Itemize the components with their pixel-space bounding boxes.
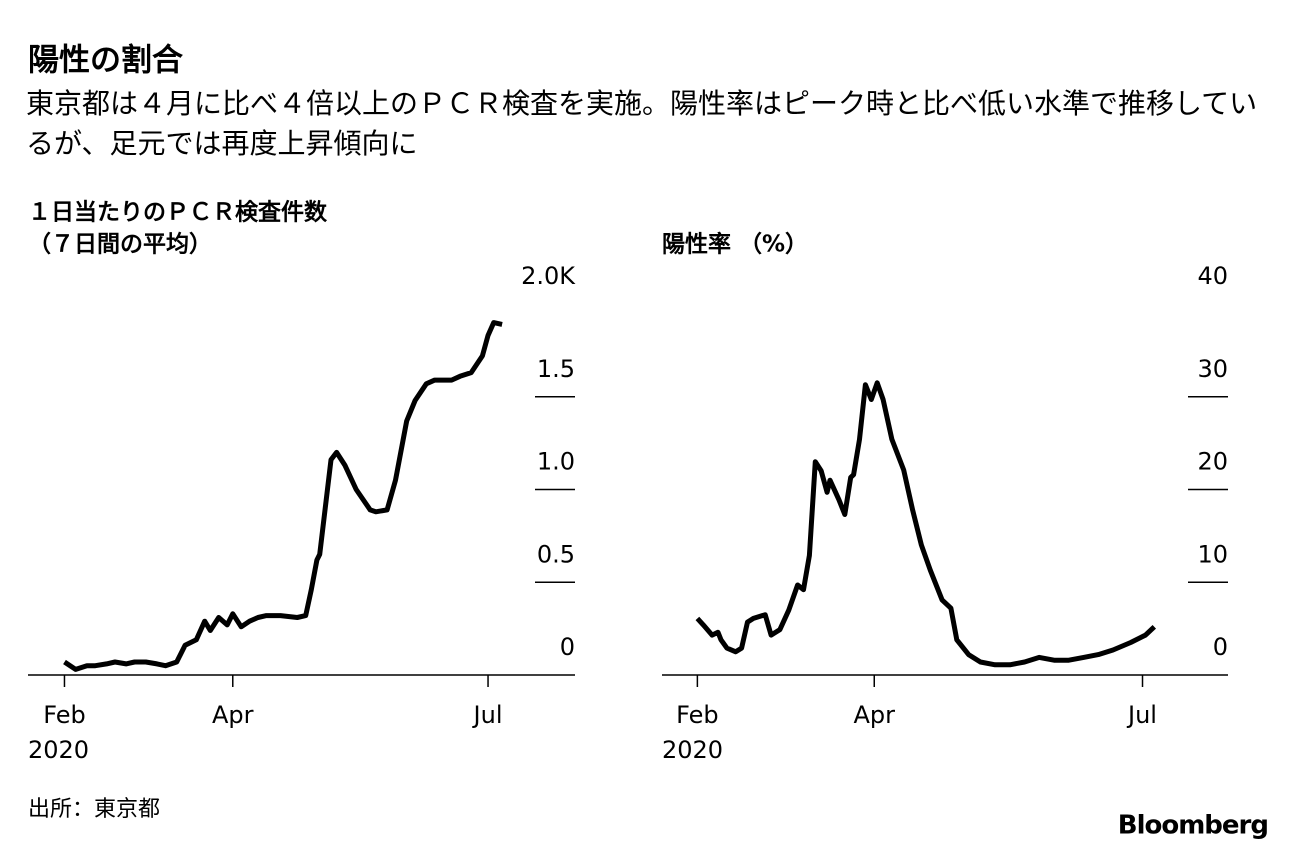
x-tick-label: Apr xyxy=(212,701,254,729)
source: 出所：東京都 xyxy=(28,797,160,822)
y-tick-label: 30 xyxy=(1197,355,1228,383)
x-tick-label: Jul xyxy=(1126,701,1157,729)
x-tick-label: Apr xyxy=(853,701,895,729)
chart-title: １日当たりのＰＣＲ検査件数 xyxy=(28,200,328,226)
data-line xyxy=(695,380,1157,668)
y-tick-label: 2.0K xyxy=(521,262,576,290)
y-tick-label: 0.5 xyxy=(537,540,575,568)
chart-subtitle: （７日間の平均） xyxy=(28,231,212,258)
brand: Bloomberg xyxy=(1118,811,1268,841)
year-label: 2020 xyxy=(28,736,89,764)
y-tick-label: 1.0 xyxy=(537,448,575,476)
x-tick-label: Jul xyxy=(472,701,503,729)
x-tick-label: Feb xyxy=(43,701,86,729)
y-tick-label: 0 xyxy=(1213,633,1228,661)
y-tick-label: 0 xyxy=(560,633,575,661)
page-subtitle: 東京都は４月に比べ４倍以上のＰＣＲ検査を実施。陽性率はピーク時と比べ低い水準で推… xyxy=(26,87,1258,160)
x-tick-label: Feb xyxy=(676,701,719,729)
y-tick-label: 10 xyxy=(1197,540,1228,568)
y-tick-label: 20 xyxy=(1197,448,1228,476)
y-tick-label: 40 xyxy=(1197,262,1228,290)
page-title: 陽性の割合 xyxy=(28,43,183,79)
year-label: 2020 xyxy=(662,736,723,764)
chart-title: 陽性率 （%） xyxy=(662,231,808,258)
y-tick-label: 1.5 xyxy=(537,355,575,383)
data-line xyxy=(63,320,503,672)
subtitle-box: 東京都は４月に比べ４倍以上のＰＣＲ検査を実施。陽性率はピーク時と比べ低い水準で推… xyxy=(26,87,1258,160)
